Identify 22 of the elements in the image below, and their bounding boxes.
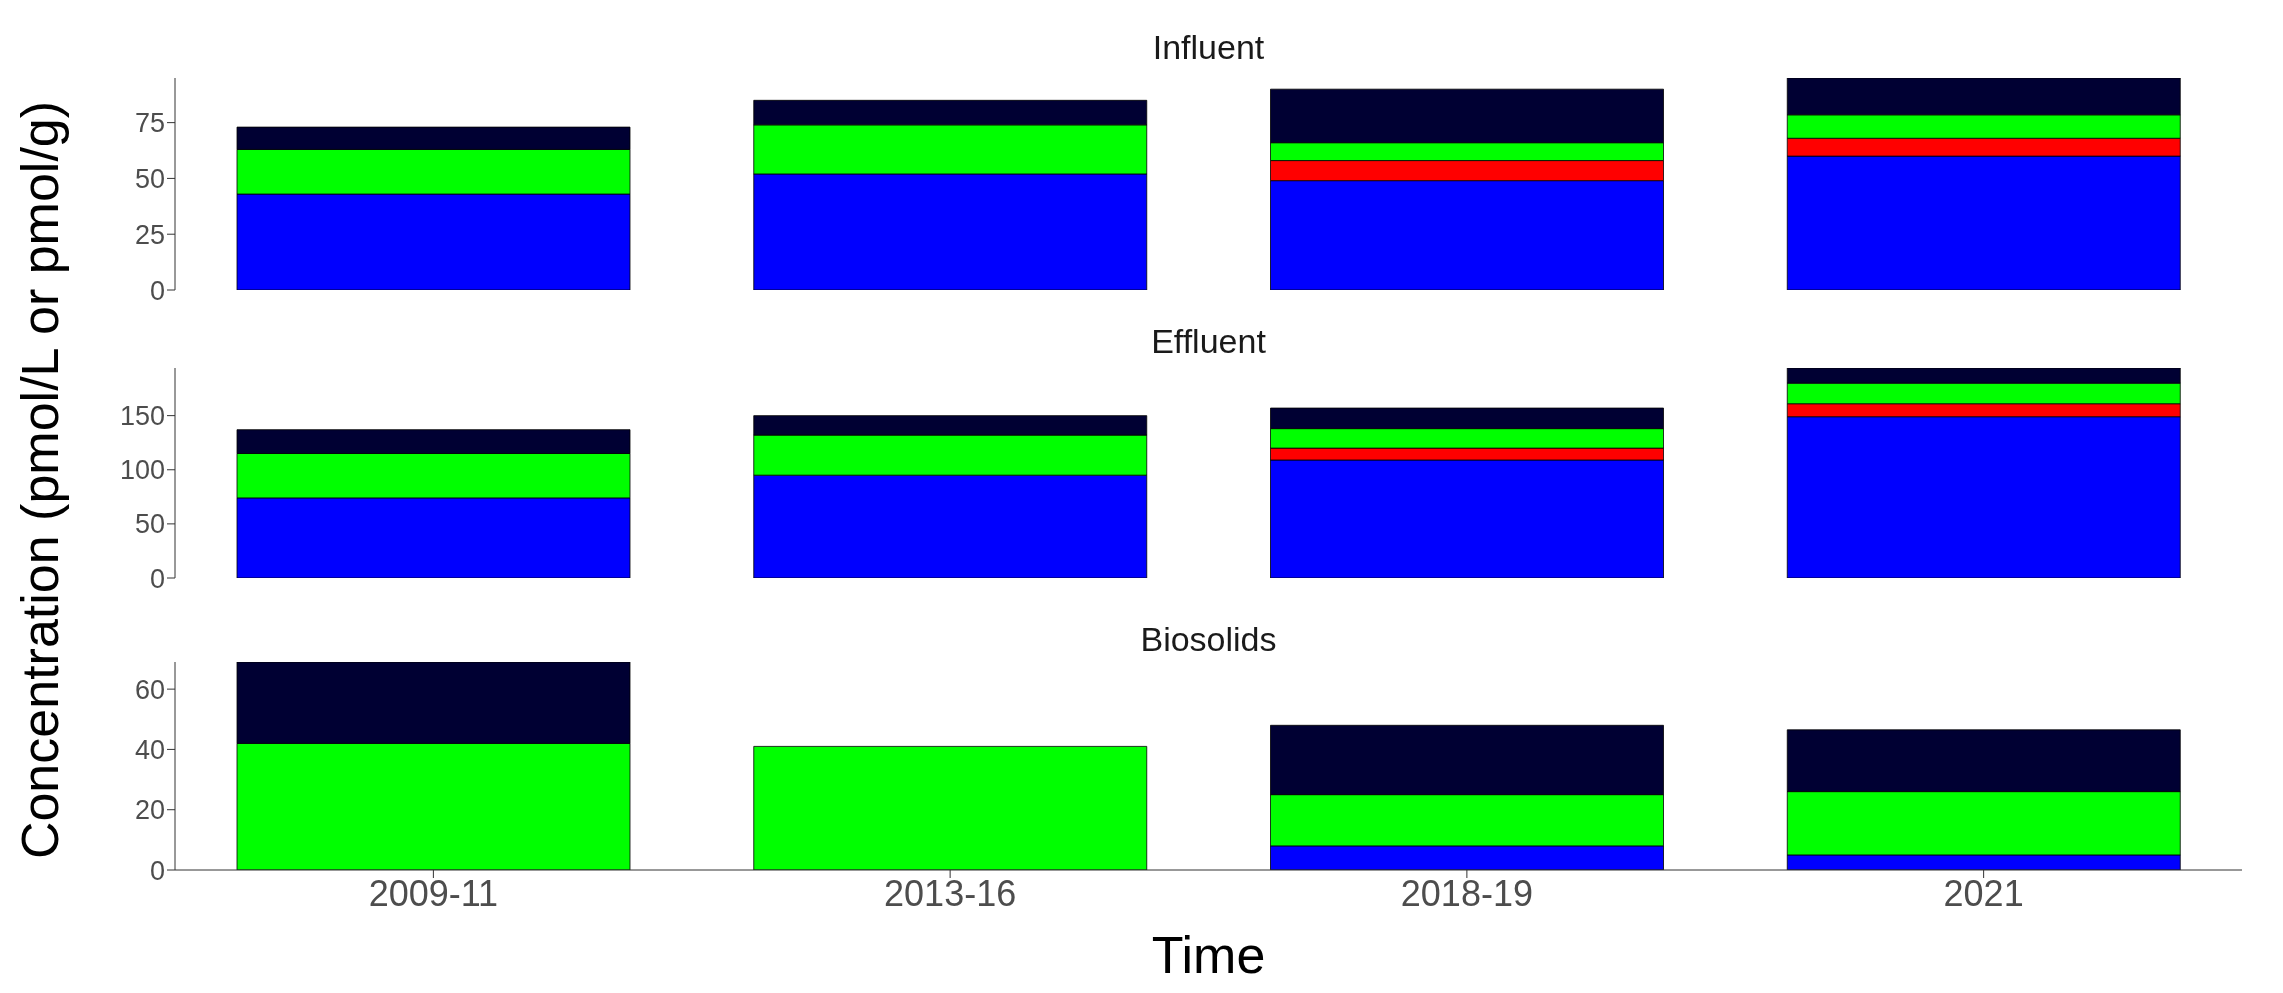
y-tick-label: 50 bbox=[134, 164, 165, 195]
x-axis-title: Time bbox=[1150, 925, 1267, 985]
chart-title: Biosolids bbox=[1139, 620, 1278, 659]
y-tick-label: 0 bbox=[149, 855, 165, 886]
y-tick-label: 25 bbox=[134, 219, 165, 250]
chart-title: Influent bbox=[1151, 28, 1266, 67]
y-tick-label: 50 bbox=[134, 509, 165, 540]
y-tick-label: 75 bbox=[134, 108, 165, 139]
y-tick-label: 100 bbox=[119, 455, 165, 486]
y-tick-label: 0 bbox=[149, 563, 165, 594]
y-tick-label: 20 bbox=[134, 795, 165, 826]
chart-title: Effluent bbox=[1150, 322, 1267, 361]
y-tick-label: 150 bbox=[119, 401, 165, 432]
y-tick-label: 0 bbox=[149, 275, 165, 306]
y-tick-label: 40 bbox=[134, 735, 165, 766]
x-tick-label: 2013-16 bbox=[884, 872, 1017, 914]
y-tick-label: 60 bbox=[134, 674, 165, 705]
x-tick-label: 2021 bbox=[1943, 872, 2024, 914]
x-tick-label: 2018-19 bbox=[1400, 872, 1533, 914]
bar bbox=[753, 746, 1148, 870]
x-tick-label: 2009-11 bbox=[368, 872, 499, 914]
y-axis-title: Concentration (pmol/L or pmol/g) bbox=[10, 100, 70, 860]
